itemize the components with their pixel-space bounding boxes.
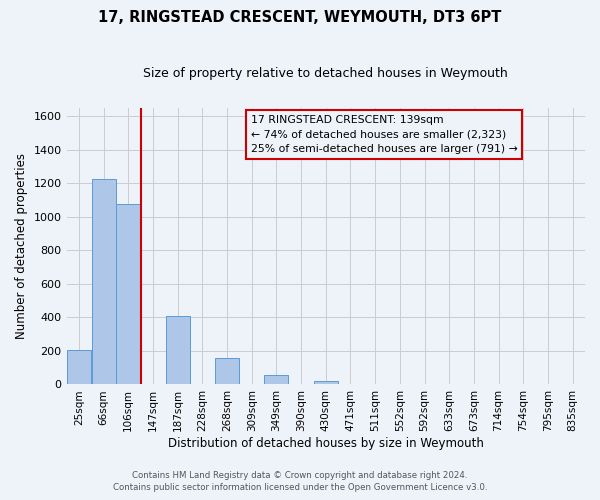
Text: Contains HM Land Registry data © Crown copyright and database right 2024.
Contai: Contains HM Land Registry data © Crown c… [113, 471, 487, 492]
Bar [166, 316, 190, 384]
Bar [116, 204, 140, 384]
Bar [67, 350, 91, 384]
X-axis label: Distribution of detached houses by size in Weymouth: Distribution of detached houses by size … [168, 437, 484, 450]
Bar [314, 381, 338, 384]
Text: 17, RINGSTEAD CRESCENT, WEYMOUTH, DT3 6PT: 17, RINGSTEAD CRESCENT, WEYMOUTH, DT3 6P… [98, 10, 502, 25]
Y-axis label: Number of detached properties: Number of detached properties [15, 154, 28, 340]
Text: 17 RINGSTEAD CRESCENT: 139sqm
← 74% of detached houses are smaller (2,323)
25% o: 17 RINGSTEAD CRESCENT: 139sqm ← 74% of d… [251, 115, 517, 154]
Bar [92, 180, 116, 384]
Title: Size of property relative to detached houses in Weymouth: Size of property relative to detached ho… [143, 68, 508, 80]
Bar [265, 375, 289, 384]
Bar [215, 358, 239, 384]
